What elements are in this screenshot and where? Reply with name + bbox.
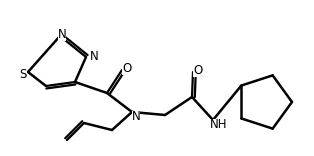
Text: NH: NH — [210, 119, 228, 132]
Text: N: N — [89, 51, 98, 63]
Text: N: N — [132, 110, 140, 124]
Text: N: N — [58, 27, 66, 41]
Text: O: O — [193, 63, 203, 76]
Text: S: S — [19, 68, 27, 80]
Text: O: O — [122, 61, 132, 75]
